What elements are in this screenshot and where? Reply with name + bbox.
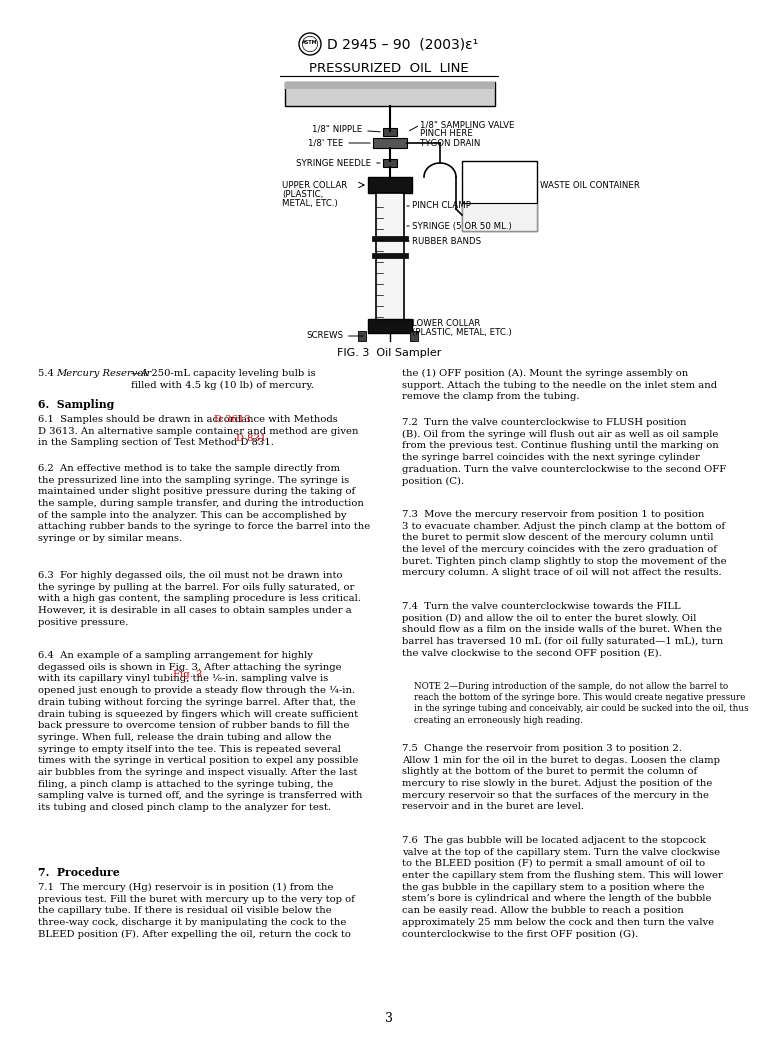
Text: NOTE 2—During introduction of the sample, do not allow the barrel to
reach the b: NOTE 2—During introduction of the sample… bbox=[414, 682, 748, 725]
Text: LOWER COLLAR: LOWER COLLAR bbox=[412, 319, 480, 328]
Bar bbox=[376, 193, 404, 321]
Text: D 2945 – 90  (2003)ε¹: D 2945 – 90 (2003)ε¹ bbox=[327, 37, 478, 51]
Text: PINCH CLAMP: PINCH CLAMP bbox=[412, 202, 471, 210]
Bar bbox=[410, 331, 418, 341]
Bar bbox=[372, 236, 408, 242]
Bar bbox=[373, 138, 407, 148]
Text: PRESSURIZED  OIL  LINE: PRESSURIZED OIL LINE bbox=[309, 61, 469, 75]
Text: D 3613: D 3613 bbox=[214, 415, 251, 424]
Text: the (1) OFF position (A). Mount the syringe assembly on
support. Attach the tubi: the (1) OFF position (A). Mount the syri… bbox=[402, 369, 717, 402]
Text: D 831: D 831 bbox=[236, 434, 266, 443]
Text: 6.3  For highly degassed oils, the oil must not be drawn into
the syringe by pul: 6.3 For highly degassed oils, the oil mu… bbox=[38, 572, 361, 627]
Text: Fig. 3: Fig. 3 bbox=[173, 670, 202, 679]
Text: FIG. 3  Oil Sampler: FIG. 3 Oil Sampler bbox=[337, 348, 441, 358]
Bar bbox=[285, 82, 495, 88]
Text: 1/8' TEE: 1/8' TEE bbox=[308, 138, 370, 148]
Text: 3: 3 bbox=[385, 1013, 393, 1025]
Bar bbox=[383, 159, 397, 167]
Text: 7.2  Turn the valve counterclockwise to FLUSH position
(B). Oil from the syringe: 7.2 Turn the valve counterclockwise to F… bbox=[402, 418, 726, 486]
Text: (PLASTIC,: (PLASTIC, bbox=[282, 191, 323, 199]
Text: (PLASTIC, METAL, ETC.): (PLASTIC, METAL, ETC.) bbox=[412, 328, 512, 337]
Text: —A 250-mL capacity leveling bulb is
filled with 4.5 kg (10 lb) of mercury.: —A 250-mL capacity leveling bulb is fill… bbox=[131, 369, 316, 389]
Text: SYRINGE NEEDLE: SYRINGE NEEDLE bbox=[296, 158, 380, 168]
Text: 6.  Sampling: 6. Sampling bbox=[38, 399, 114, 410]
Bar bbox=[462, 161, 537, 231]
Text: Mercury Reservoir: Mercury Reservoir bbox=[56, 369, 151, 378]
Text: RUBBER BANDS: RUBBER BANDS bbox=[412, 236, 481, 246]
Text: WASTE OIL CONTAINER: WASTE OIL CONTAINER bbox=[540, 180, 640, 189]
Text: 7.4  Turn the valve counterclockwise towards the FILL
position (D) and allow the: 7.4 Turn the valve counterclockwise towa… bbox=[402, 602, 724, 658]
Text: UPPER COLLAR: UPPER COLLAR bbox=[282, 181, 347, 191]
Text: 1/8" NIPPLE: 1/8" NIPPLE bbox=[312, 125, 380, 133]
Text: SCREWS: SCREWS bbox=[306, 331, 363, 340]
Text: PINCH HERE: PINCH HERE bbox=[420, 129, 473, 138]
Bar bbox=[368, 177, 412, 193]
Bar bbox=[358, 331, 366, 341]
Text: METAL, ETC.): METAL, ETC.) bbox=[282, 199, 338, 208]
Bar bbox=[285, 82, 495, 106]
Text: 1/8" SAMPLING VALVE: 1/8" SAMPLING VALVE bbox=[420, 121, 514, 129]
Bar bbox=[383, 128, 397, 136]
Text: 5.4: 5.4 bbox=[38, 369, 60, 378]
Bar bbox=[368, 319, 412, 333]
Text: TYGON DRAIN: TYGON DRAIN bbox=[420, 138, 480, 148]
Text: 6.1  Samples should be drawn in accordance with Methods
D 3613. An alternative s: 6.1 Samples should be drawn in accordanc… bbox=[38, 415, 359, 448]
Bar bbox=[372, 253, 408, 258]
Text: 7.1  The mercury (Hg) reservoir is in position (1) from the
previous test. Fill : 7.1 The mercury (Hg) reservoir is in pos… bbox=[38, 883, 355, 939]
Text: SYRINGE (5 OR 50 ML.): SYRINGE (5 OR 50 ML.) bbox=[412, 222, 512, 230]
Text: 7.  Procedure: 7. Procedure bbox=[38, 867, 120, 878]
Text: 6.4  An example of a sampling arrangement for highly
degassed oils is shown in F: 6.4 An example of a sampling arrangement… bbox=[38, 651, 363, 812]
Text: 7.6  The gas bubble will be located adjacent to the stopcock
valve at the top of: 7.6 The gas bubble will be located adjac… bbox=[402, 836, 723, 939]
Text: 6.2  An effective method is to take the sample directly from
the pressurized lin: 6.2 An effective method is to take the s… bbox=[38, 464, 370, 543]
Text: 7.3  Move the mercury reservoir from position 1 to position
3 to evacuate chambe: 7.3 Move the mercury reservoir from posi… bbox=[402, 510, 727, 578]
Text: 7.5  Change the reservoir from position 3 to position 2.
Allow 1 min for the oil: 7.5 Change the reservoir from position 3… bbox=[402, 744, 720, 811]
Text: ASTM: ASTM bbox=[302, 40, 317, 45]
